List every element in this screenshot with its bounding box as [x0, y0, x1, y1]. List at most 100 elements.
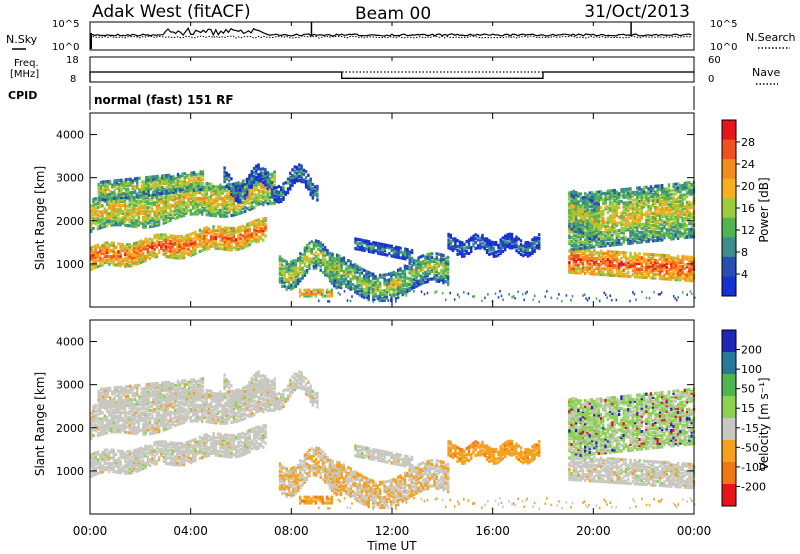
power-cell — [203, 208, 206, 213]
power-cell — [153, 220, 156, 224]
power-cell — [151, 224, 154, 228]
power-cell — [192, 188, 196, 192]
power-cell — [301, 259, 304, 263]
power-cell — [147, 191, 150, 195]
power-cell — [223, 174, 226, 178]
power-cell — [216, 242, 220, 246]
power-cell — [176, 182, 180, 186]
power-cell — [661, 275, 664, 279]
power-cell — [133, 246, 136, 250]
power-cell — [126, 223, 129, 228]
power-cell — [266, 196, 270, 200]
power-cell — [627, 270, 630, 275]
power-cell — [419, 261, 423, 265]
power-cell — [199, 187, 202, 192]
power-cell — [295, 171, 299, 175]
power-cell — [205, 247, 208, 251]
power-cell — [494, 242, 498, 247]
power-cell — [577, 267, 580, 271]
power-cell — [181, 182, 184, 186]
power-cell — [476, 244, 480, 248]
power-cell — [234, 191, 238, 195]
power-cell — [106, 180, 109, 184]
power-cell — [658, 230, 662, 234]
power-cell — [631, 198, 634, 202]
power-cell — [620, 227, 623, 231]
power-cell — [108, 197, 112, 201]
power-cell — [440, 274, 443, 278]
power-cell — [117, 257, 120, 262]
power-cell — [171, 194, 174, 198]
power-cell — [182, 254, 186, 258]
power-cell — [121, 209, 125, 213]
power-cell — [642, 230, 646, 234]
power-cell — [223, 201, 226, 205]
power-cell — [261, 167, 265, 171]
power-cell — [296, 256, 300, 261]
power-cell — [167, 204, 170, 208]
power-cell — [169, 253, 172, 257]
power-cell — [157, 248, 161, 253]
power-cell — [99, 192, 103, 196]
power-cell — [451, 237, 455, 241]
power-cell — [421, 277, 425, 281]
power-cell — [171, 252, 174, 256]
power-cell — [155, 245, 159, 249]
power-cell — [246, 199, 249, 203]
power-cell — [169, 203, 172, 207]
power-cell — [157, 217, 161, 221]
power-cell — [181, 185, 184, 190]
power-cell — [239, 237, 242, 241]
power-cell — [656, 219, 659, 223]
power-cell — [133, 255, 136, 259]
power-cell — [137, 252, 140, 256]
power-cell — [160, 233, 163, 237]
power-cell — [266, 171, 269, 175]
power-cell — [324, 267, 327, 271]
power-cell — [287, 276, 291, 280]
power-cell — [424, 261, 427, 265]
power-cell — [257, 196, 260, 200]
power-cell — [261, 180, 265, 185]
radar-title: Adak West (fitACF) — [92, 2, 251, 22]
power-cell — [326, 248, 329, 253]
power-cell — [656, 184, 659, 188]
power-cell — [96, 217, 100, 221]
power-cell — [579, 246, 582, 250]
power-cell — [214, 204, 217, 208]
power-cell — [248, 183, 251, 187]
power-cell — [253, 182, 256, 186]
power-cell — [294, 261, 297, 265]
power-cell — [232, 207, 236, 211]
power-cell — [157, 205, 161, 209]
power-cell — [292, 276, 295, 280]
power-cell — [299, 271, 302, 275]
power-cell — [629, 263, 632, 267]
power-cell — [112, 255, 115, 259]
power-cell — [255, 176, 258, 180]
power-cell — [176, 246, 179, 250]
power-cell — [153, 255, 156, 259]
power-cell — [250, 236, 254, 240]
power-cell — [442, 275, 445, 279]
power-cell — [230, 240, 233, 244]
power-cell — [120, 188, 123, 192]
power-cell — [444, 270, 447, 274]
power-cell — [281, 269, 284, 273]
power-cell — [356, 241, 359, 245]
power-cell — [308, 245, 311, 249]
power-cell — [454, 243, 457, 247]
nsky-tick-high: 10^5 — [52, 19, 79, 30]
power-cell — [235, 238, 238, 242]
power-cell — [308, 249, 311, 253]
power-cell — [326, 260, 329, 264]
power-cell — [461, 250, 464, 254]
power-cell — [154, 190, 157, 194]
power-cell — [161, 186, 164, 190]
power-cell — [428, 260, 432, 264]
power-cell — [446, 259, 450, 263]
power-cell — [513, 243, 516, 247]
power-cell — [207, 182, 211, 186]
power-cell — [360, 277, 364, 281]
power-cell — [333, 284, 336, 288]
